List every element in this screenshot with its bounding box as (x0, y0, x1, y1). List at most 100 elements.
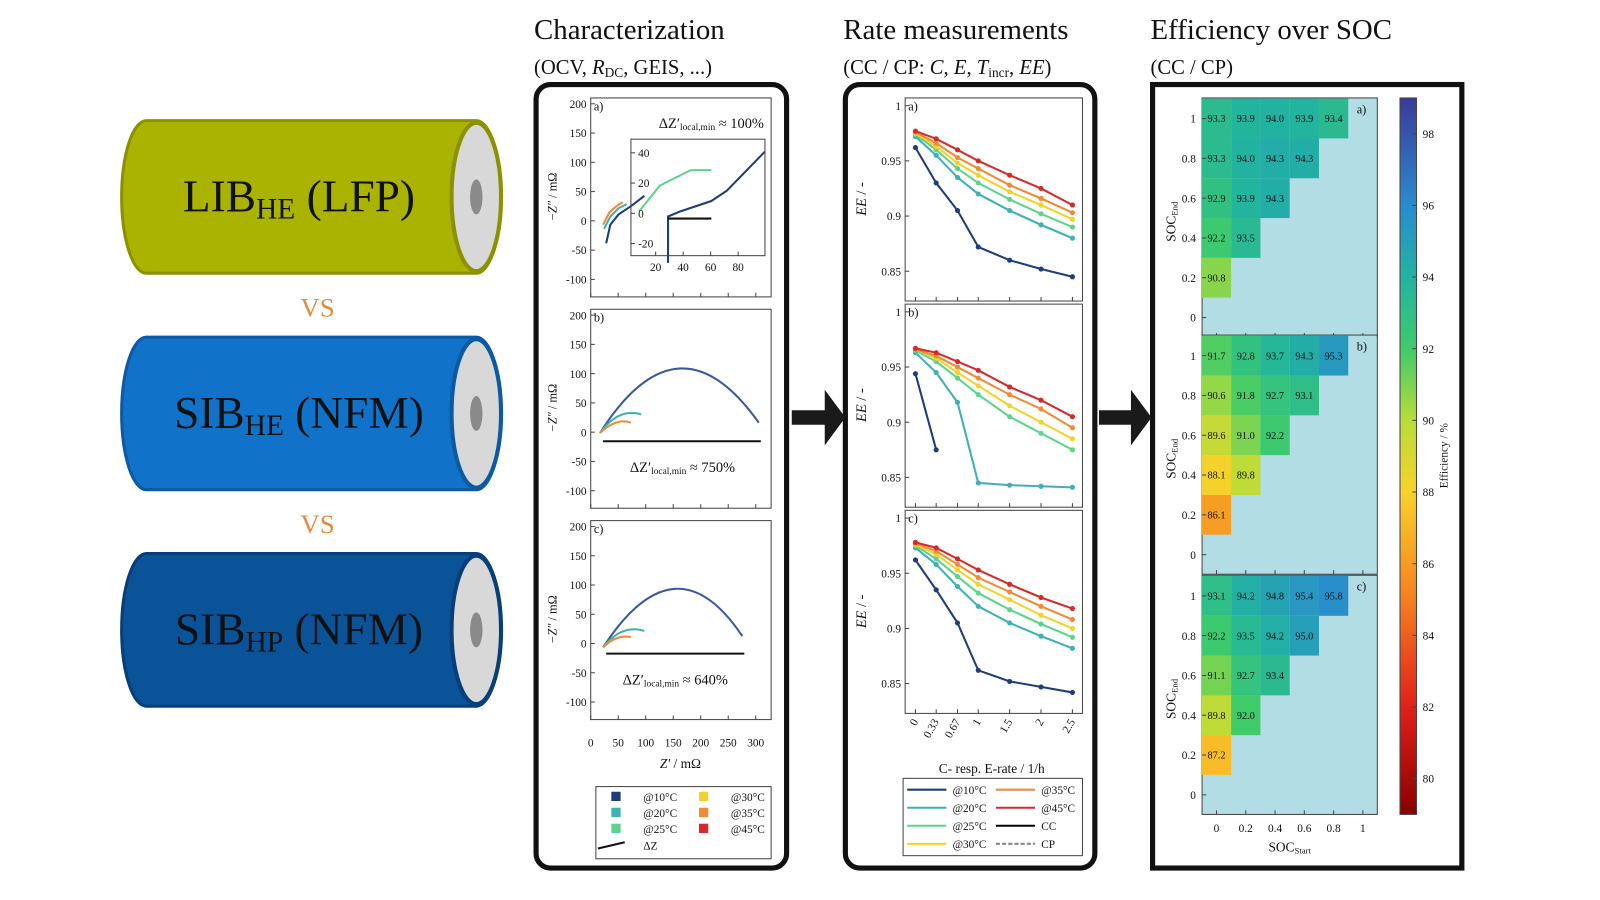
rate-point (1007, 589, 1013, 595)
curve (603, 203, 628, 230)
y-tick-label: 0.9 (887, 417, 901, 429)
text-part: SOC (1268, 840, 1294, 855)
cell-label: 93.7 (1266, 351, 1284, 362)
cell-label: 88.1 (1207, 471, 1225, 482)
rate-point (975, 392, 981, 398)
colorbar-tick-label: 94 (1423, 272, 1435, 284)
rate-point (954, 573, 961, 580)
legend-line (597, 841, 625, 850)
cell-label: 95.8 (1325, 591, 1343, 602)
rate-point (954, 166, 961, 172)
rate-point (1069, 235, 1076, 241)
y-axis-label: −Z″ / mΩ (546, 384, 560, 433)
text-part: / mΩ (546, 595, 560, 623)
rate-point (933, 447, 939, 453)
cell-label: 94.2 (1266, 631, 1284, 642)
rate-point (954, 399, 961, 405)
rate-point (1007, 172, 1013, 178)
heatmap-cell (1201, 138, 1232, 179)
rate-point (1069, 436, 1076, 442)
text-part: EE (1018, 57, 1045, 79)
cylinder-pole (470, 395, 483, 431)
y-tick-label: -100 (566, 697, 587, 709)
rate-point (933, 180, 939, 186)
cell-label: 94.3 (1295, 351, 1313, 362)
rate-point (1038, 594, 1044, 601)
x-tick-label: 2.5 (1061, 717, 1079, 736)
legend-label: @25°C (953, 821, 987, 833)
y-tick-label: 0.95 (881, 568, 901, 580)
rate-point (933, 556, 939, 562)
legend-swatch (698, 823, 709, 833)
text-part: ≈ 640% (679, 673, 728, 689)
cell-label: 94.2 (1237, 591, 1255, 602)
y-tick-label: 0.2 (1182, 273, 1196, 285)
rate-point (1007, 257, 1013, 263)
text-part: ΔZ′ (623, 673, 644, 689)
legend-label: CC (1041, 821, 1056, 833)
heatmap-cell (1201, 655, 1232, 696)
rate-point (1007, 581, 1013, 587)
cell-label: SIBHE (NFM) (174, 388, 424, 442)
text-part: (LFP) (295, 171, 415, 221)
y-tick-label: 100 (570, 369, 587, 381)
rate-point (954, 147, 961, 153)
rate-point (975, 172, 981, 178)
heatmap-cell (1318, 575, 1349, 616)
panel-letter: a) (908, 99, 918, 113)
y-tick-label: -50 (571, 245, 586, 257)
inset-y-tick-label: 40 (638, 148, 650, 160)
cell-label: 92.0 (1237, 711, 1255, 722)
x-tick-label: 0.2 (1239, 823, 1253, 835)
heatmap-cell (1231, 375, 1261, 416)
legend-swatch (611, 823, 621, 833)
heatmap-cell (1260, 575, 1290, 616)
y-tick-label: 1 (1190, 114, 1196, 126)
text-part: SOC (1163, 216, 1178, 242)
vs-label: VS (300, 292, 334, 322)
x-tick-label: 250 (720, 737, 737, 749)
cell-label: 92.8 (1237, 351, 1255, 362)
legend-label: @20°C (953, 803, 987, 815)
legend-box (595, 786, 772, 860)
y-tick-label: 200 (570, 99, 587, 111)
inset-y-tick-label: 20 (638, 178, 650, 190)
text-part: local,min (651, 467, 686, 477)
legend-label: @10°C (643, 792, 677, 804)
text-part: HE (245, 410, 284, 442)
y-tick-label: 0.9 (887, 211, 901, 223)
heatmap-cell (1231, 98, 1261, 139)
y-tick-label: 1 (895, 307, 901, 319)
cell-label: 90.6 (1207, 391, 1225, 402)
legend-label: @45°C (731, 824, 765, 836)
cell-label: 94.0 (1237, 154, 1255, 165)
y-tick-label: 150 (570, 128, 587, 140)
heatmap-cell (1289, 375, 1319, 416)
x-axis-label: C- resp. E-rate / 1/h (939, 761, 1045, 776)
cell-label: 87.2 (1207, 751, 1225, 762)
heatmap-cell (1289, 335, 1319, 376)
y-tick-label: 50 (575, 609, 587, 621)
heatmap-cell (1231, 218, 1261, 258)
heatmap-cell (1260, 415, 1290, 456)
y-tick-label: 0.85 (881, 266, 901, 278)
y-axis-label: −Z″ / mΩ (546, 595, 560, 644)
y-tick-label: 0.85 (881, 473, 901, 485)
rate-point (975, 567, 981, 573)
x-tick-label: 1 (1360, 823, 1366, 835)
heatmap-cell (1260, 375, 1290, 416)
rate-point (933, 136, 939, 142)
heatmap-cell (1231, 138, 1261, 179)
heatmap-cell (1260, 615, 1290, 656)
cell-label: 92.2 (1207, 234, 1225, 245)
cell-label: 93.4 (1266, 671, 1284, 682)
x-tick-label: 200 (692, 737, 709, 749)
text-part: , (966, 57, 976, 79)
cell-label: 93.9 (1295, 114, 1313, 125)
x-tick-label: 150 (665, 737, 682, 749)
rate-point (912, 539, 919, 545)
rate-point (975, 603, 981, 609)
y-tick-label: 150 (570, 340, 587, 352)
rate-point (975, 180, 981, 186)
rate-point (1069, 210, 1076, 216)
